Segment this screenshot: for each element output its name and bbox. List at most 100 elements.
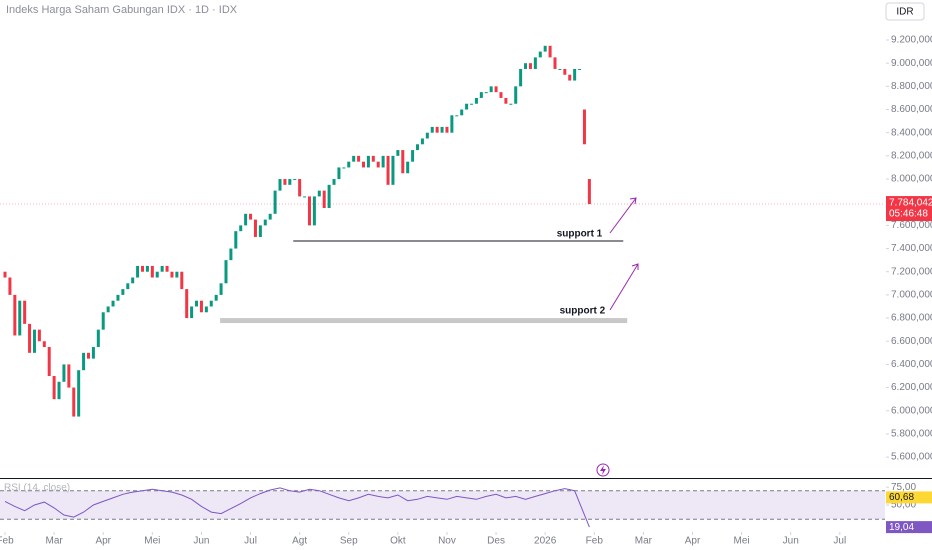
x-tick-label: Mar xyxy=(45,536,63,547)
candle xyxy=(504,97,508,104)
candle xyxy=(204,306,208,313)
x-tick-label: Feb xyxy=(586,536,604,547)
candle xyxy=(37,329,41,342)
candle xyxy=(258,225,262,237)
candle xyxy=(386,155,390,185)
candle xyxy=(160,265,164,272)
candle xyxy=(533,57,537,69)
x-tick-label: Mar xyxy=(635,536,653,547)
x-tick-label: Feb xyxy=(0,536,14,547)
x-tick-label: Apr xyxy=(685,536,701,547)
candle xyxy=(32,329,36,353)
rsi-last-label: 19,04 xyxy=(889,522,914,533)
candle xyxy=(455,115,459,117)
candle xyxy=(342,167,346,169)
y-tick-label: 8.200,0000 xyxy=(891,151,932,162)
candle xyxy=(528,63,532,69)
y-tick-label: 8.000,0000 xyxy=(891,174,932,185)
candle xyxy=(13,294,17,336)
candle xyxy=(42,341,46,348)
candle xyxy=(229,248,233,261)
candle xyxy=(263,219,267,226)
rsi-ma-label: 60,68 xyxy=(889,492,914,503)
candle xyxy=(23,300,27,324)
x-tick-label: Nov xyxy=(438,536,456,547)
candle xyxy=(450,115,454,133)
candle xyxy=(77,370,81,417)
x-tick-label: Jun xyxy=(783,536,799,547)
candle xyxy=(312,196,316,226)
y-tick-label: 8.400,0000 xyxy=(891,127,932,138)
x-tick-label: 2026 xyxy=(534,536,557,547)
candle xyxy=(268,213,272,220)
candle xyxy=(141,265,145,272)
candle xyxy=(573,68,577,81)
candle xyxy=(327,184,331,209)
candle xyxy=(440,126,444,133)
rsi-ma-box xyxy=(886,491,932,504)
rsi-band xyxy=(0,490,885,520)
x-tick-label: Jun xyxy=(193,536,209,547)
support-zone xyxy=(220,318,628,324)
y-tick-label: 7.600,0000 xyxy=(891,220,932,231)
candle xyxy=(298,179,302,197)
rsi-label: RSI (14, close) xyxy=(4,483,70,494)
candle xyxy=(150,265,154,278)
candle xyxy=(131,277,135,284)
y-tick-label: 6.600,0000 xyxy=(891,336,932,347)
candle xyxy=(558,68,562,70)
candle xyxy=(470,103,474,105)
y-tick-label: 7.200,0000 xyxy=(891,266,932,277)
candle xyxy=(474,97,478,104)
countdown: 05:46:48 xyxy=(889,209,928,220)
chart-title: Indeks Harga Saham Gabungan IDX · 1D · I… xyxy=(6,4,238,16)
candle xyxy=(357,155,361,162)
candle xyxy=(347,161,351,168)
candle xyxy=(224,260,228,284)
candle xyxy=(3,271,7,278)
candle xyxy=(244,213,248,226)
rsi-last-box xyxy=(886,521,932,534)
candle xyxy=(445,126,449,133)
rsi-line xyxy=(4,487,590,528)
y-tick-label: 9.200,0000 xyxy=(891,35,932,46)
y-tick-label: 6.400,0000 xyxy=(891,359,932,370)
candle xyxy=(91,347,95,359)
candle xyxy=(352,155,356,162)
candle xyxy=(578,68,582,70)
candle xyxy=(489,86,493,93)
rsi-tick-label: 75,00 xyxy=(891,482,916,493)
y-tick-label: 5.800,0000 xyxy=(891,429,932,440)
candle xyxy=(425,132,429,139)
event-bolt xyxy=(600,465,606,475)
x-tick-label: Agt xyxy=(292,536,307,547)
candle xyxy=(317,190,321,197)
candle xyxy=(18,300,22,336)
candle xyxy=(199,300,203,313)
arrow xyxy=(609,263,639,311)
candle xyxy=(239,225,243,232)
y-tick-label: 5.600,0000 xyxy=(891,452,932,463)
candle xyxy=(337,167,341,180)
currency-button[interactable] xyxy=(885,2,925,21)
candle xyxy=(479,92,483,98)
candle xyxy=(391,155,395,185)
candle xyxy=(126,283,130,290)
rsi-tick-label: 50,00 xyxy=(891,500,916,511)
candle xyxy=(548,45,552,58)
candle xyxy=(28,323,32,353)
event-icon[interactable] xyxy=(596,463,610,477)
candle xyxy=(406,161,410,174)
candle xyxy=(499,92,503,98)
candle xyxy=(538,51,542,58)
y-tick-label: 7.400,0000 xyxy=(891,243,932,254)
y-tick-label: 8.600,0000 xyxy=(891,104,932,115)
candle xyxy=(303,196,307,198)
candle xyxy=(484,92,488,94)
x-tick-label: Okt xyxy=(390,536,406,547)
candle xyxy=(253,219,257,237)
candle xyxy=(322,190,326,209)
